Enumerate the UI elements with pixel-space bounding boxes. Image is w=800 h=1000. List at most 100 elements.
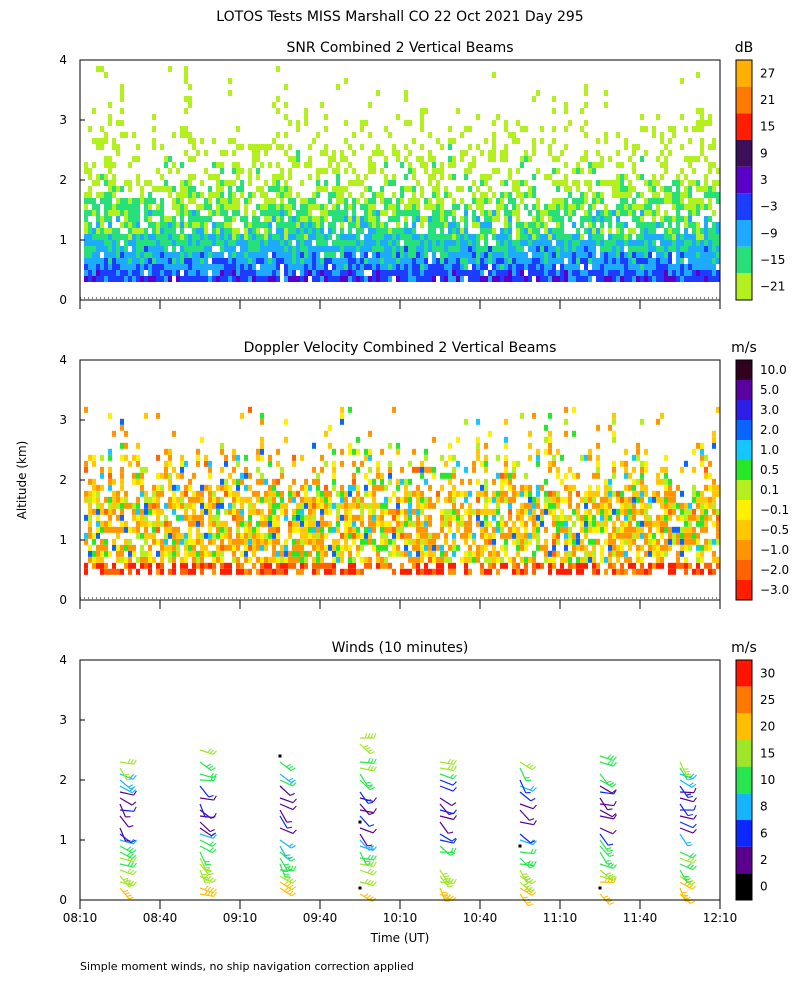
doppler-cell bbox=[152, 496, 156, 503]
snr-cell bbox=[276, 246, 280, 252]
snr-cell bbox=[140, 264, 144, 270]
snr-cell bbox=[344, 240, 348, 246]
snr-cell bbox=[160, 246, 164, 252]
snr-cell bbox=[252, 270, 256, 276]
snr-cell bbox=[332, 210, 336, 216]
snr-cell bbox=[84, 270, 88, 276]
snr-cell bbox=[692, 204, 696, 210]
snr-cell bbox=[508, 252, 512, 258]
doppler-cell bbox=[388, 562, 392, 569]
snr-cell bbox=[108, 276, 112, 282]
doppler-cell bbox=[440, 550, 444, 557]
snr-cell bbox=[344, 252, 348, 258]
wind-barb-flag bbox=[206, 870, 212, 874]
snr-cell bbox=[552, 96, 556, 102]
snr-cell bbox=[644, 228, 648, 234]
snr-cell bbox=[588, 270, 592, 276]
doppler-cell bbox=[340, 568, 344, 575]
snr-cell bbox=[248, 168, 252, 174]
snr-cell bbox=[468, 126, 472, 132]
snr-cell bbox=[364, 120, 368, 126]
doppler-cell bbox=[184, 460, 188, 467]
snr-cell bbox=[372, 222, 376, 228]
snr-cell bbox=[124, 264, 128, 270]
snr-cell bbox=[508, 228, 512, 234]
doppler-cell bbox=[472, 466, 476, 473]
doppler-cell bbox=[268, 538, 272, 545]
snr-cell bbox=[392, 246, 396, 252]
doppler-cell bbox=[208, 502, 212, 509]
snr-cell bbox=[448, 144, 452, 150]
doppler-cell bbox=[412, 538, 416, 545]
snr-cell bbox=[228, 90, 232, 96]
snr-cell bbox=[492, 270, 496, 276]
doppler-cell bbox=[96, 556, 100, 563]
snr-cell bbox=[492, 120, 496, 126]
snr-cell bbox=[548, 150, 552, 156]
snr-cell bbox=[656, 258, 660, 264]
doppler-cell bbox=[220, 544, 224, 551]
colorbar-frame bbox=[735, 59, 753, 301]
wind-barb-shaft bbox=[359, 797, 374, 803]
snr-cell bbox=[260, 204, 264, 210]
snr-cell bbox=[220, 222, 224, 228]
doppler-cell bbox=[444, 514, 448, 521]
snr-cell bbox=[236, 174, 240, 180]
colorbar-label: −21 bbox=[760, 280, 785, 294]
doppler-cell bbox=[328, 508, 332, 515]
doppler-cell bbox=[484, 556, 488, 563]
snr-cell bbox=[564, 174, 568, 180]
doppler-cell bbox=[104, 544, 108, 551]
snr-cell bbox=[416, 270, 420, 276]
doppler-cell bbox=[356, 568, 360, 575]
snr-cell bbox=[652, 228, 656, 234]
snr-cell bbox=[532, 234, 536, 240]
snr-cell bbox=[608, 234, 612, 240]
snr-cell bbox=[636, 216, 640, 222]
snr-cell bbox=[148, 180, 152, 186]
snr-cell bbox=[368, 156, 372, 162]
snr-cell bbox=[280, 198, 284, 204]
doppler-cell bbox=[176, 550, 180, 557]
doppler-cell bbox=[164, 502, 168, 509]
snr-cell bbox=[324, 258, 328, 264]
doppler-cell bbox=[664, 550, 668, 557]
snr-cell bbox=[664, 276, 668, 282]
doppler-cell bbox=[252, 550, 256, 557]
doppler-cell bbox=[648, 520, 652, 527]
doppler-cell bbox=[144, 520, 148, 527]
doppler-cell bbox=[244, 466, 248, 473]
wind-barb-shaft bbox=[359, 863, 374, 867]
doppler-cell bbox=[84, 562, 88, 569]
snr-cell bbox=[600, 192, 604, 198]
snr-cell bbox=[328, 228, 332, 234]
doppler-cell bbox=[656, 490, 660, 497]
doppler-cell bbox=[120, 514, 124, 521]
doppler-cell bbox=[596, 424, 600, 431]
snr-cell bbox=[116, 186, 120, 192]
snr-cell bbox=[584, 270, 588, 276]
snr-cell bbox=[176, 234, 180, 240]
doppler-cell bbox=[304, 484, 308, 491]
snr-cell bbox=[452, 216, 456, 222]
snr-cell bbox=[280, 168, 284, 174]
snr-cell bbox=[368, 198, 372, 204]
doppler-cell bbox=[404, 550, 408, 557]
doppler-cell bbox=[580, 556, 584, 563]
snr-cell bbox=[320, 234, 324, 240]
snr-cell bbox=[592, 228, 596, 234]
doppler-cell bbox=[148, 508, 152, 515]
snr-cell bbox=[168, 234, 172, 240]
wind-barb-flag bbox=[363, 858, 369, 860]
snr-cell bbox=[244, 198, 248, 204]
snr-cell bbox=[164, 252, 168, 258]
wind-barb-flag bbox=[212, 878, 217, 883]
snr-cell bbox=[560, 270, 564, 276]
doppler-cell bbox=[512, 496, 516, 503]
snr-cell bbox=[540, 240, 544, 246]
snr-cell bbox=[300, 234, 304, 240]
snr-cell bbox=[236, 252, 240, 258]
doppler-cell bbox=[256, 496, 260, 503]
doppler-cell bbox=[684, 544, 688, 551]
snr-cell bbox=[484, 234, 488, 240]
